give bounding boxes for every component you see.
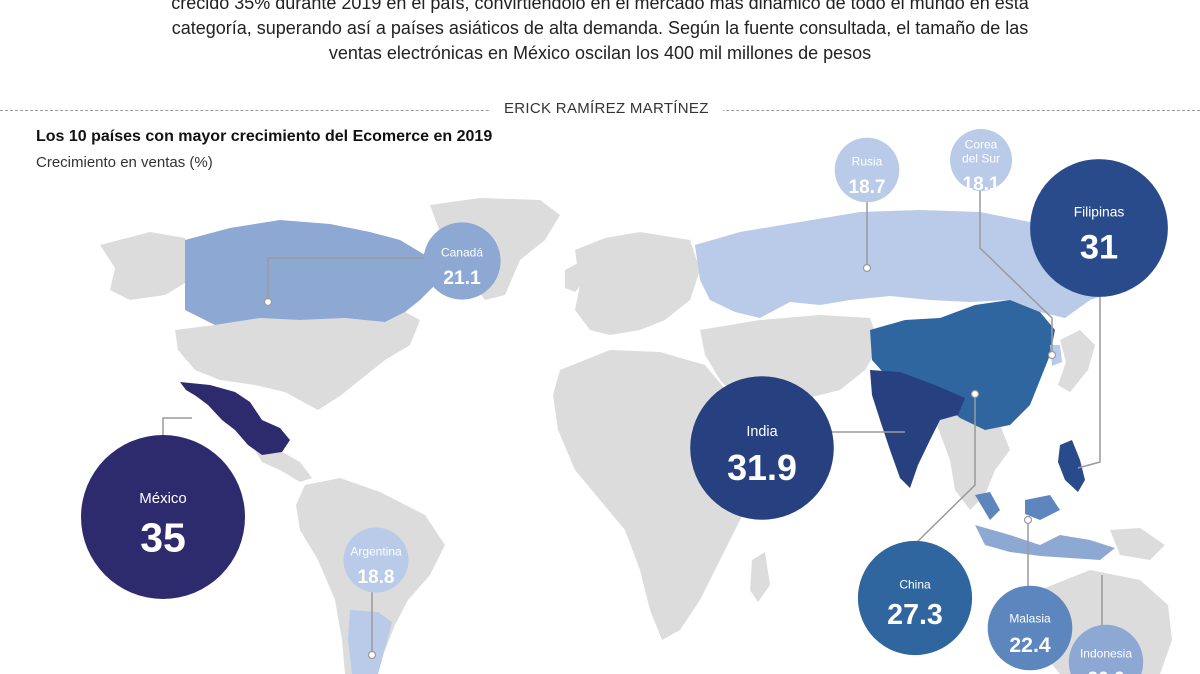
leader-mexico [162, 417, 192, 440]
bubble-circle-argentina [343, 527, 409, 593]
bubble-name-canada: Canadá [441, 245, 483, 259]
bubble-rusia: Rusia 18.7 [834, 137, 900, 203]
dot-korea [1047, 350, 1057, 360]
dot-malasia [1023, 515, 1033, 525]
bubble-circle-india [690, 376, 834, 520]
bubble-china: China 27.3 [857, 540, 973, 656]
land-europe [575, 232, 700, 335]
bubble-value-canada: 21.1 [443, 268, 481, 289]
bubble-canada: Canadá 21.1 [423, 222, 501, 300]
land-indonesia [975, 525, 1115, 560]
intro-text: crecido 35% durante 2019 en el país, con… [0, 0, 1200, 66]
land-central-america [255, 448, 312, 482]
land-russia [695, 210, 1140, 318]
bubble-circle-rusia [834, 137, 900, 203]
bubble-india: India 31.9 [690, 376, 834, 520]
land-japan [1058, 330, 1095, 392]
land-se-asia [935, 410, 1010, 510]
bubble-value-malasia: 22.4 [1009, 634, 1050, 657]
land-madagascar [750, 552, 770, 602]
bubble-value-corea-del-sur: 18.1 [963, 174, 1000, 195]
bubble-value-india: 31.9 [727, 448, 797, 488]
leader-lines [162, 188, 1103, 655]
chart-subtitle: Crecimiento en ventas (%) [36, 154, 213, 171]
intro-line: crecido 35% durante 2019 en el país, con… [171, 0, 1029, 13]
bubble-circle-china [857, 540, 973, 656]
bubble-name-malasia: Malasia [1009, 611, 1051, 625]
dot-russia [862, 263, 872, 273]
intro-line: ventas electrónicas en México oscilan lo… [328, 43, 872, 63]
bubble-name-filipinas: Filipinas [1074, 205, 1125, 220]
dot-argentina [367, 650, 377, 660]
intro-line: categoría, superando así a países asiáti… [171, 18, 1029, 38]
bubble-value-mexico: 35 [140, 515, 186, 561]
bubble-circle-canada [423, 222, 501, 300]
land-north-america [175, 312, 420, 410]
land-uk [565, 262, 585, 292]
bubble-name-corea-del-sur: del Sur [962, 152, 1000, 166]
bubble-argentina: Argentina 18.8 [343, 527, 409, 593]
bubble-filipinas: Filipinas 31 [1030, 159, 1168, 297]
bubble-name-rusia: Rusia [852, 155, 883, 169]
land-mexico [180, 382, 290, 455]
land-argentina [348, 610, 392, 674]
bubble-mexico: México 35 [81, 435, 245, 599]
bubble-circle-corea-del-sur [950, 129, 1012, 191]
author-byline: ERICK RAMÍREZ MARTÍNEZ [490, 100, 723, 117]
chart-title: Los 10 países con mayor crecimiento del … [36, 128, 493, 145]
leader-china [913, 394, 976, 546]
bubble-name-argentina: Argentina [350, 545, 402, 559]
bubble-value-indonesia: 20.6 [1088, 669, 1125, 674]
dot-canada [263, 297, 273, 307]
leader-korea [979, 188, 1053, 355]
bubble-circle-indonesia [1068, 624, 1144, 674]
bubble-value-argentina: 18.8 [358, 567, 395, 588]
land-philippines [1058, 440, 1085, 492]
bubble-indonesia: Indonesia 20.6 [1068, 624, 1144, 674]
bubble-name-china: China [899, 578, 931, 592]
bubble-value-filipinas: 31 [1080, 229, 1118, 267]
leader-canada [267, 257, 433, 302]
bubble-name-mexico: México [139, 490, 187, 507]
dot-china [970, 389, 980, 399]
bubble-circle-malasia [987, 585, 1073, 671]
bubble-name-indonesia: Indonesia [1080, 647, 1132, 661]
bubble-value-rusia: 18.7 [849, 177, 886, 198]
leader-filipinas [1077, 282, 1101, 469]
bubble-circle-filipinas [1030, 159, 1168, 297]
land-alaska [100, 232, 190, 300]
land-canada [185, 220, 440, 325]
bubble-value-china: 27.3 [887, 599, 943, 631]
land-india [870, 370, 965, 488]
bubble-name-india: India [746, 424, 777, 440]
land-china [870, 300, 1055, 430]
bubble-malasia: Malasia 22.4 [987, 585, 1073, 671]
bubble-circle-mexico [81, 435, 245, 599]
land-papua [1110, 528, 1165, 560]
country-bubbles: México 35 India 31.9 Filipinas 31 China 27.3 Mal… [81, 129, 1168, 674]
land-malaysia [975, 492, 1060, 520]
bubble-name-corea-del-sur: Corea [965, 138, 998, 152]
